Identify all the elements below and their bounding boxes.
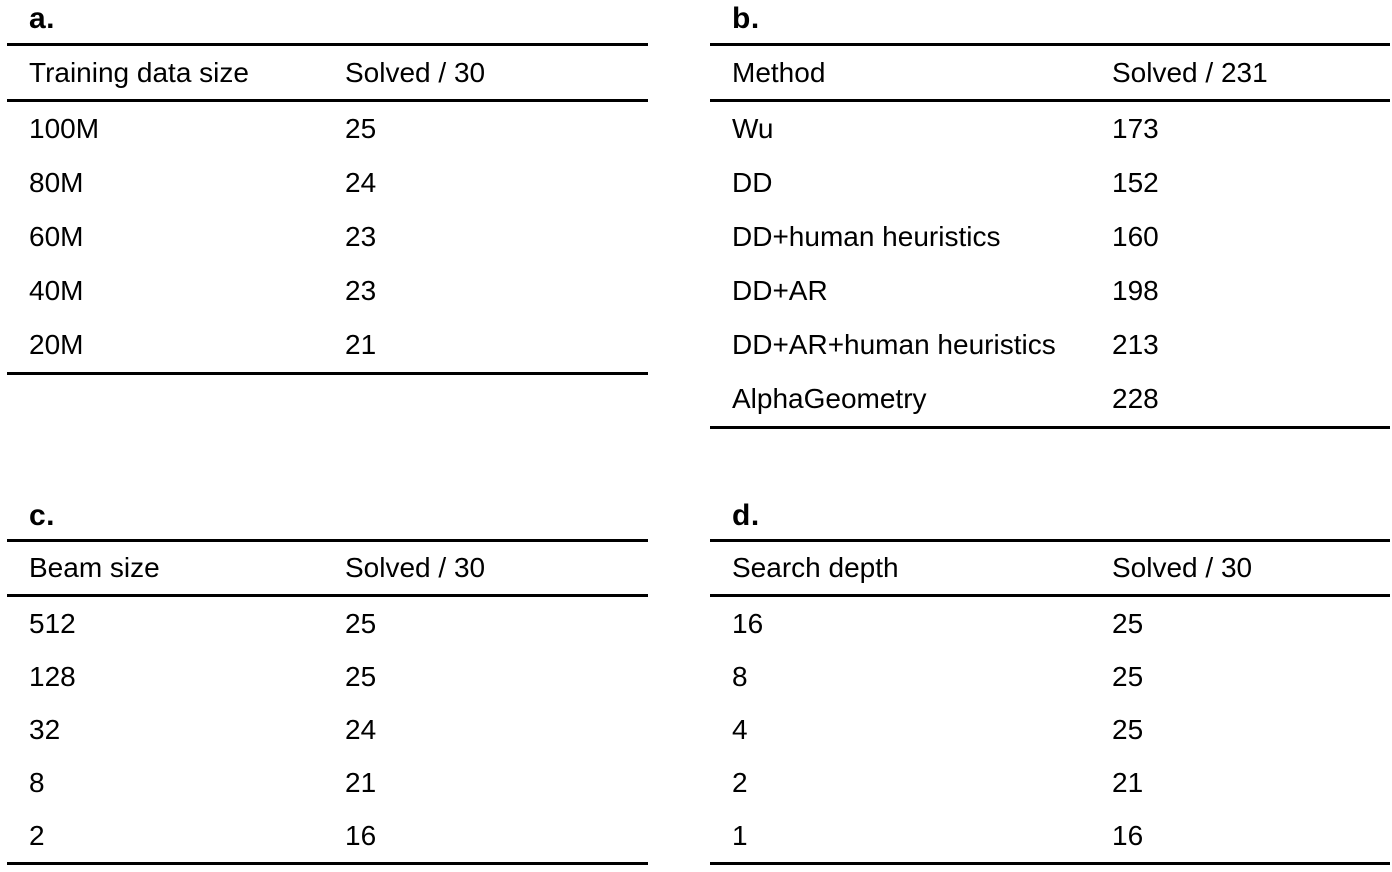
row-value: 25 [1112,660,1144,692]
table-row: 80M 24 [7,156,648,210]
table-row: DD 152 [710,156,1390,210]
row-key: DD+AR+human heuristics [732,329,1056,360]
row-value: 24 [345,167,377,198]
panel-a-column-header-2: Solved / 30 [345,56,486,88]
table-row: DD+AR+human heuristics 213 [710,318,1390,372]
table-row: 512 25 [7,597,648,650]
row-value: 24 [345,713,377,745]
row-value: 16 [1112,819,1144,851]
table-row: 2 21 [710,756,1390,809]
row-key: 20M [29,329,84,360]
row-value: 23 [345,221,377,252]
table-row: 60M 23 [7,210,648,264]
row-value: 173 [1112,113,1159,144]
panel-c-header-row: Beam size Solved / 30 [7,542,648,597]
table-row: AlphaGeometry 228 [710,372,1390,426]
row-key: 8 [29,766,45,798]
row-value: 23 [345,275,377,306]
panel-c-column-header-2: Solved / 30 [345,552,486,583]
panel-d: d. Search depth Solved / 30 16 25 8 25 4… [710,499,1390,865]
row-key: 4 [732,713,748,745]
panel-c-column-header-1: Beam size [29,552,160,583]
panel-b-header-row: Method Solved / 231 [710,46,1390,102]
panel-b: b. Method Solved / 231 Wu 173 DD 152 DD+… [710,2,1390,429]
panel-d-column-header-2: Solved / 30 [1112,552,1253,583]
table-row: DD+AR 198 [710,264,1390,318]
table-row: 8 25 [710,650,1390,703]
panel-a-label: a. [29,2,56,35]
row-key: 8 [732,660,748,692]
row-value: 25 [345,660,377,692]
panel-a: a. Training data size Solved / 30 100M 2… [7,2,648,375]
row-key: 128 [29,660,76,692]
row-key: Wu [732,113,774,144]
table-row: 2 16 [7,809,648,862]
table-row: 4 25 [710,703,1390,756]
panel-c: c. Beam size Solved / 30 512 25 128 25 3… [7,499,648,865]
row-value: 25 [345,113,377,144]
row-key: 80M [29,167,84,198]
row-value: 213 [1112,329,1159,360]
row-key: AlphaGeometry [732,383,927,414]
panel-d-header-row: Search depth Solved / 30 [710,542,1390,597]
panel-b-label: b. [732,2,760,35]
row-key: 16 [732,607,764,639]
row-value: 228 [1112,383,1159,414]
panel-d-column-header-1: Search depth [732,552,899,583]
row-key: 32 [29,713,61,745]
row-key: DD+human heuristics [732,221,1001,252]
row-value: 21 [345,329,377,360]
row-value: 21 [345,766,377,798]
row-key: 2 [732,766,748,798]
row-value: 25 [1112,607,1144,639]
table-row: 100M 25 [7,102,648,156]
row-key: 1 [732,819,748,851]
table-row: 128 25 [7,650,648,703]
panel-b-column-header-2: Solved / 231 [1112,56,1268,88]
row-key: DD [732,167,773,198]
row-value: 198 [1112,275,1159,306]
table-row: 40M 23 [7,264,648,318]
row-value: 16 [345,819,377,851]
row-key: 40M [29,275,84,306]
row-value: 25 [1112,713,1144,745]
table-row: 8 21 [7,756,648,809]
panel-c-label: c. [29,499,56,532]
row-key: 60M [29,221,84,252]
panel-c-table: Beam size Solved / 30 512 25 128 25 32 2… [7,539,648,865]
row-value: 160 [1112,221,1159,252]
table-row: 32 24 [7,703,648,756]
panel-d-label: d. [732,499,760,532]
row-value: 25 [345,607,377,639]
table-row: 1 16 [710,809,1390,862]
panel-b-column-header-1: Method [732,56,826,88]
panel-a-header-row: Training data size Solved / 30 [7,46,648,102]
panel-d-table: Search depth Solved / 30 16 25 8 25 4 25… [710,539,1390,865]
row-key: 512 [29,607,76,639]
table-row: DD+human heuristics 160 [710,210,1390,264]
row-value: 21 [1112,766,1144,798]
row-value: 152 [1112,167,1159,198]
row-key: 100M [29,113,100,144]
row-key: DD+AR [732,275,828,306]
row-key: 2 [29,819,45,851]
panel-a-table: Training data size Solved / 30 100M 25 8… [7,43,648,375]
table-row: 20M 21 [7,318,648,372]
panel-b-table: Method Solved / 231 Wu 173 DD 152 DD+hum… [710,43,1390,429]
table-row: Wu 173 [710,102,1390,156]
panel-a-column-header-1: Training data size [29,56,249,88]
table-row: 16 25 [710,597,1390,650]
